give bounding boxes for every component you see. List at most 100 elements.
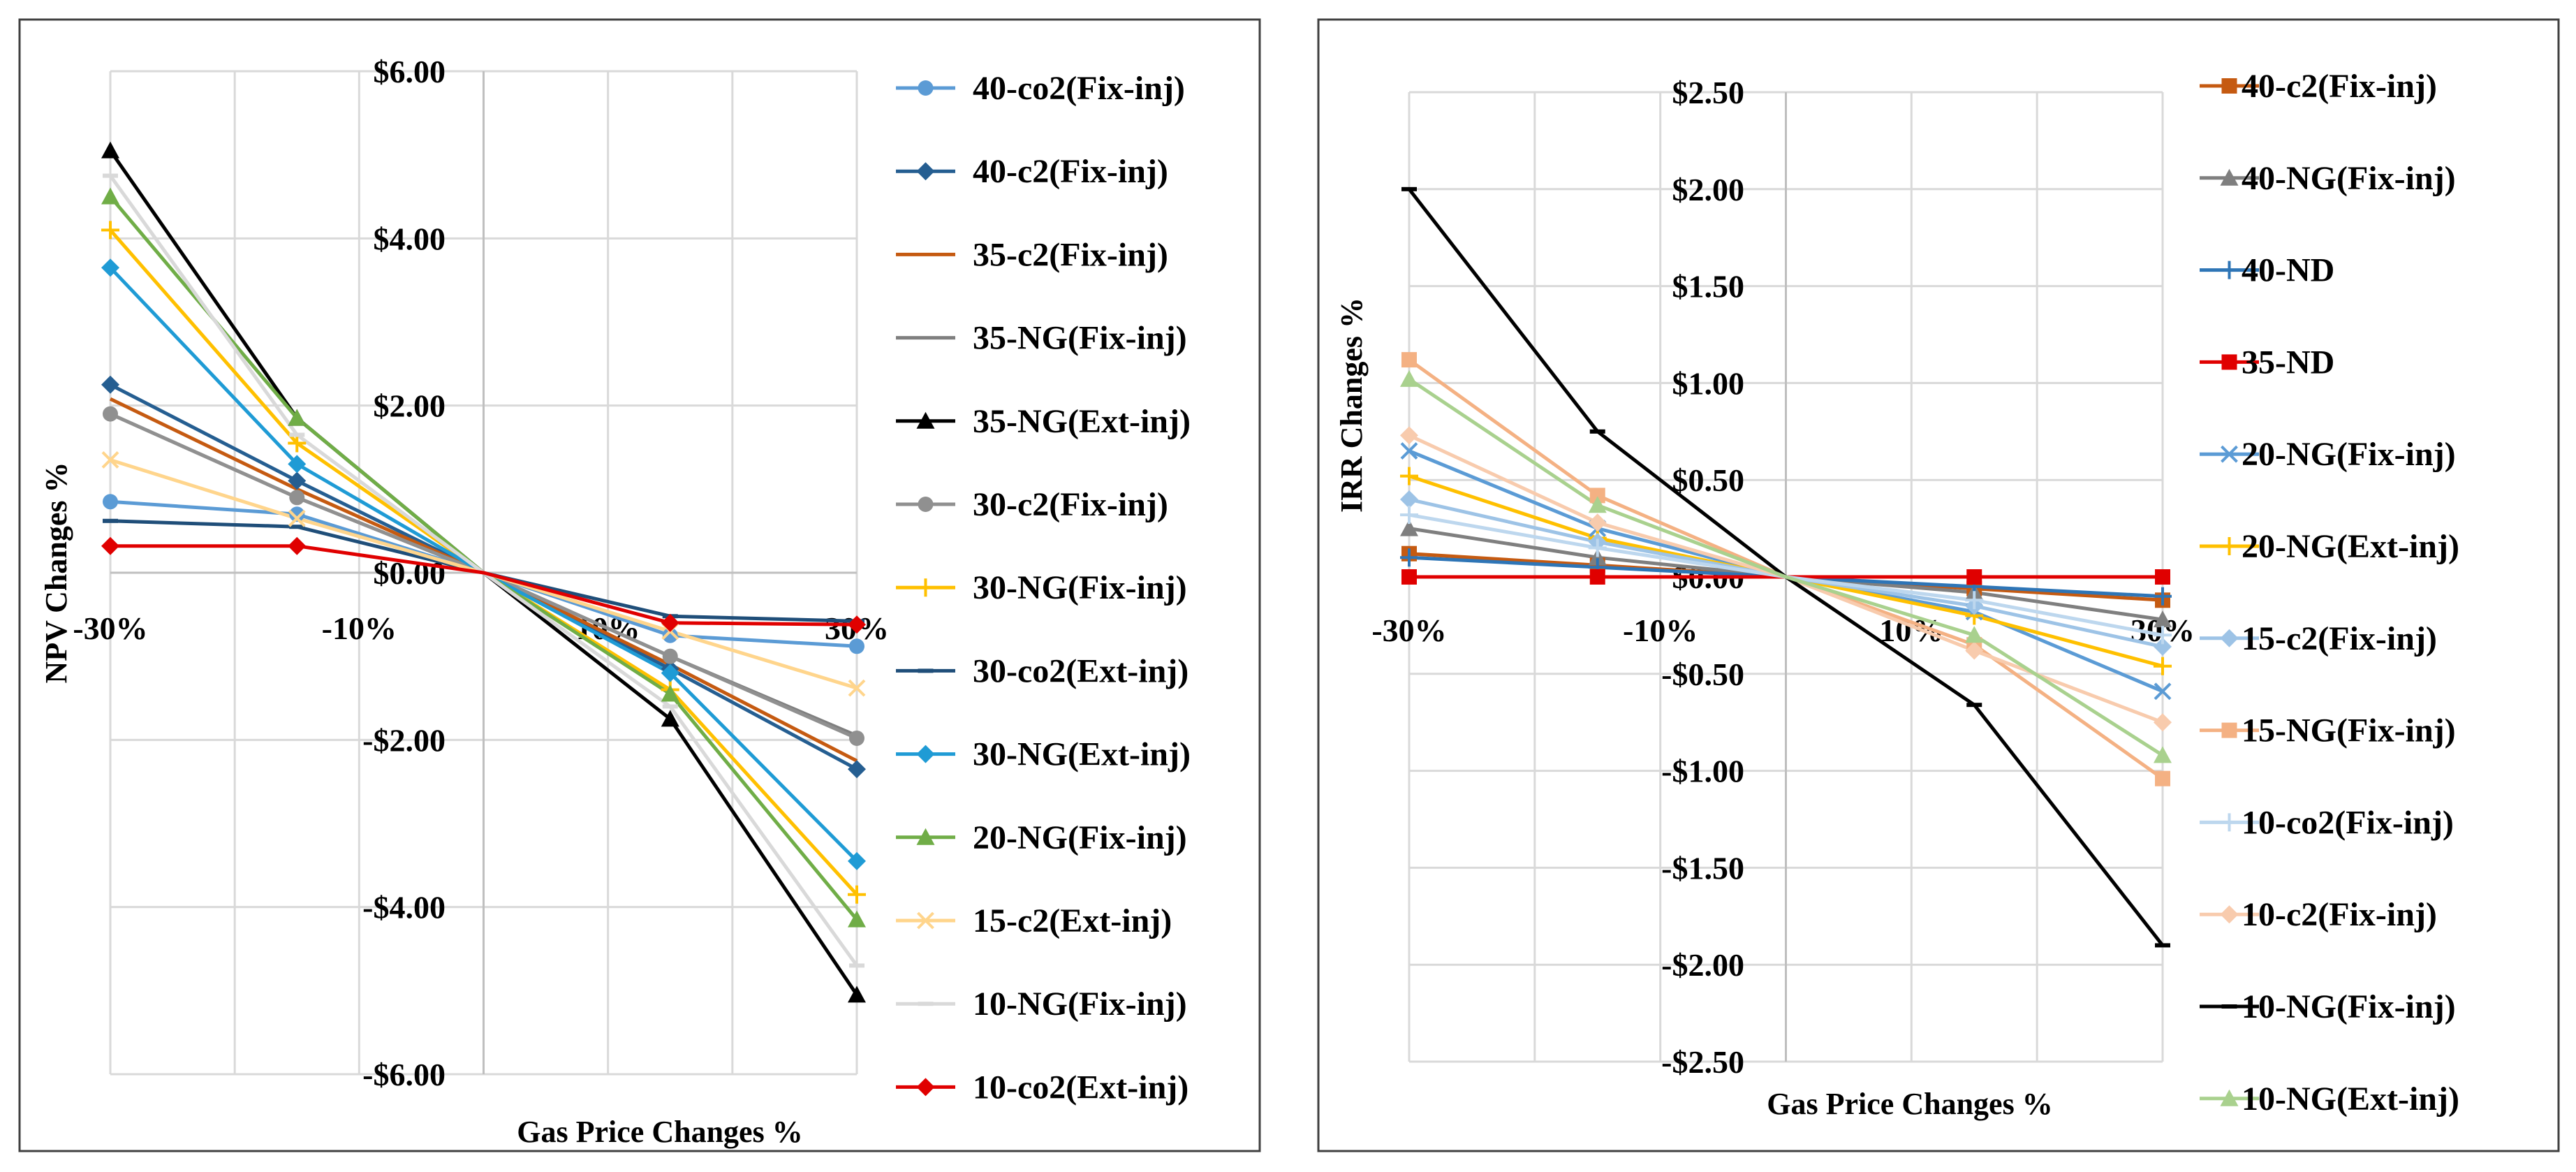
- npv-legend-swatch-marker: [918, 80, 934, 96]
- irr-y-tick-label: $1.00: [1672, 365, 1745, 401]
- npv-y-tick-label: $2.00: [374, 388, 446, 424]
- irr-point-15-ng-fix-inj: [1589, 488, 1605, 504]
- npv-point-35-ng-ext-inj: [848, 986, 866, 1003]
- irr-legend-label: 10-NG(Fix-inj): [2242, 988, 2456, 1025]
- npv-point-30-co2-ext-inj: [103, 518, 118, 523]
- npv-point-10-co2-ext-inj: [288, 536, 307, 555]
- irr-x-tick-label: -10%: [1623, 613, 1698, 648]
- npv-chart-frame: [18, 18, 1261, 1152]
- npv-legend-label: 10-co2(Ext-inj): [973, 1069, 1188, 1106]
- irr-point-40-ng-fix-inj: [1400, 519, 1418, 536]
- irr-legend-label: 20-NG(Fix-inj): [2242, 436, 2456, 473]
- irr-point-35-nd: [1589, 569, 1605, 585]
- npv-legend-swatch-marker: [916, 1078, 935, 1097]
- irr-x-axis-title: Gas Price Changes %: [1767, 1087, 2052, 1121]
- npv-y-tick-label: $4.00: [374, 221, 446, 256]
- irr-legend-label: 15-NG(Fix-inj): [2242, 712, 2456, 749]
- irr-legend-swatch-marker: [2220, 168, 2239, 186]
- irr-point-10-c2-fix-inj: [2154, 713, 2172, 732]
- npv-legend-swatch-marker: [916, 162, 935, 181]
- npv-chart: $6.00$4.00$2.00$0.00-$2.00-$4.00-$6.00 -…: [18, 18, 1261, 1152]
- npv-legend-swatch-marker: [916, 578, 935, 597]
- irr-legend-swatch-marker: [2221, 722, 2237, 738]
- npv-x-axis-title: Gas Price Changes %: [517, 1115, 802, 1149]
- irr-y-tick-label: $1.50: [1672, 269, 1745, 305]
- irr-point-10-ng-ext-inj: [1965, 626, 1984, 643]
- npv-series-lines: [108, 149, 859, 996]
- irr-legend-label: 10-NG(Ext-inj): [2242, 1081, 2459, 1118]
- npv-point-10-ng-fix-inj: [662, 704, 678, 709]
- npv-point-30-ng-ext-inj: [661, 664, 679, 682]
- npv-point-30-ng-ext-inj: [288, 455, 307, 474]
- npv-legend-swatch-marker: [918, 668, 934, 673]
- irr-legend: 40-c2(Fix-inj) 40-NG(Fix-inj) 40-ND 35-ND 20…: [2200, 68, 2459, 1118]
- irr-point-10-c2-fix-inj: [1965, 641, 1984, 660]
- npv-point-20-ng-fix-inj: [661, 684, 679, 702]
- npv-legend-item-20-ng-fix-inj: 20-NG(Fix-inj): [896, 819, 1187, 856]
- npv-point-20-ng-fix-inj: [848, 910, 866, 928]
- irr-legend-item-35-nd: 35-ND: [2200, 344, 2334, 381]
- irr-point-10-ng-fix-inj: [1401, 186, 1417, 191]
- npv-point-10-co2-ext-inj: [661, 613, 679, 632]
- npv-legend-label: 20-NG(Fix-inj): [973, 819, 1187, 856]
- npv-legend-label: 30-c2(Fix-inj): [973, 486, 1168, 523]
- irr-legend-label: 15-c2(Fix-inj): [2242, 620, 2437, 657]
- npv-y-tick-label: -$4.00: [362, 890, 446, 925]
- npv-y-tick-label: -$2.00: [362, 722, 446, 758]
- npv-legend-label: 35-NG(Fix-inj): [973, 320, 1187, 357]
- npv-series-line-10-co2-ext-inj: [110, 544, 858, 627]
- npv-point-35-ng-ext-inj: [101, 141, 119, 159]
- npv-point-15-c2-ext-inj: [101, 451, 119, 469]
- irr-legend-item-40-c2-fix-inj: 40-c2(Fix-inj): [2200, 68, 2437, 105]
- npv-y-tick-label: $6.00: [374, 54, 446, 89]
- npv-legend-item-30-c2-fix-inj: 30-c2(Fix-inj): [896, 486, 1168, 523]
- npv-legend-item-35-ng-ext-inj: 35-NG(Ext-inj): [896, 403, 1191, 440]
- irr-legend-swatch-marker: [2221, 445, 2238, 463]
- npv-legend: 40-co2(Fix-inj) 40-c2(Fix-inj) 35-c2(Fix-i…: [896, 70, 1191, 1106]
- irr-point-10-co2-fix-inj: [1400, 506, 1418, 525]
- npv-legend-item-30-co2-ext-inj: 30-co2(Ext-inj): [896, 652, 1188, 689]
- npv-legend-swatch-marker: [918, 1002, 934, 1006]
- npv-point-35-ng-ext-inj: [661, 710, 679, 727]
- irr-legend-item-10-ng-ext-inj: 10-NG(Ext-inj): [2200, 1081, 2459, 1118]
- npv-point-40-c2-fix-inj: [101, 375, 119, 394]
- npv-point-10-co2-ext-inj: [101, 536, 119, 555]
- irr-point-20-ng-ext-inj: [1400, 467, 1418, 485]
- npv-point-30-ng-fix-inj: [101, 221, 119, 240]
- irr-legend-swatch-marker: [2220, 629, 2239, 647]
- npv-point-10-co2-ext-inj: [848, 615, 866, 634]
- npv-legend-item-10-co2-ext-inj: 10-co2(Ext-inj): [896, 1069, 1188, 1106]
- npv-legend-item-30-ng-ext-inj: 30-NG(Ext-inj): [896, 736, 1191, 773]
- irr-point-35-nd: [2155, 569, 2170, 585]
- irr-legend-label: 10-c2(Fix-inj): [2242, 896, 2437, 933]
- npv-legend-label: 10-NG(Fix-inj): [973, 986, 1187, 1023]
- npv-legend-label: 35-NG(Ext-inj): [973, 403, 1191, 440]
- npv-legend-swatch-marker: [917, 911, 934, 930]
- npv-legend-swatch-marker: [916, 411, 935, 429]
- irr-point-15-c2-fix-inj: [2154, 637, 2172, 656]
- npv-point-30-ng-fix-inj: [848, 885, 866, 904]
- irr-legend-item-10-co2-fix-inj: 10-co2(Fix-inj): [2200, 804, 2454, 841]
- irr-legend-item-15-c2-fix-inj: 15-c2(Fix-inj): [2200, 620, 2437, 657]
- irr-y-axis-title: IRR Changes %: [1334, 298, 1369, 513]
- npv-point-40-co2-fix-inj: [849, 638, 864, 654]
- irr-legend-item-20-ng-ext-inj: 20-NG(Ext-inj): [2200, 528, 2459, 565]
- irr-y-tick-labels: $2.50$2.00$1.50$1.00$0.50$0.00-$0.50-$1.…: [1661, 75, 1744, 1080]
- irr-point-10-ng-ext-inj: [1400, 369, 1418, 387]
- npv-legend-label: 40-c2(Fix-inj): [973, 153, 1168, 190]
- npv-y-axis-title: NPV Changes %: [39, 462, 73, 683]
- irr-series-lines: [1408, 188, 2164, 946]
- irr-point-10-ng-fix-inj: [1966, 703, 1982, 708]
- npv-legend-item-40-c2-fix-inj: 40-c2(Fix-inj): [896, 153, 1168, 190]
- npv-point-30-ng-fix-inj: [288, 434, 307, 453]
- irr-legend-swatch-marker: [2220, 537, 2239, 555]
- irr-point-40-nd: [2154, 587, 2172, 606]
- npv-point-15-c2-ext-inj: [288, 509, 306, 527]
- irr-y-tick-label: -$1.00: [1661, 754, 1744, 789]
- irr-legend-label: 40-c2(Fix-inj): [2242, 68, 2437, 105]
- npv-x-tick-label: -10%: [322, 610, 397, 646]
- npv-point-30-ng-ext-inj: [848, 851, 866, 870]
- irr-point-40-nd: [1400, 548, 1418, 567]
- npv-legend-label: 30-NG(Fix-inj): [973, 569, 1187, 606]
